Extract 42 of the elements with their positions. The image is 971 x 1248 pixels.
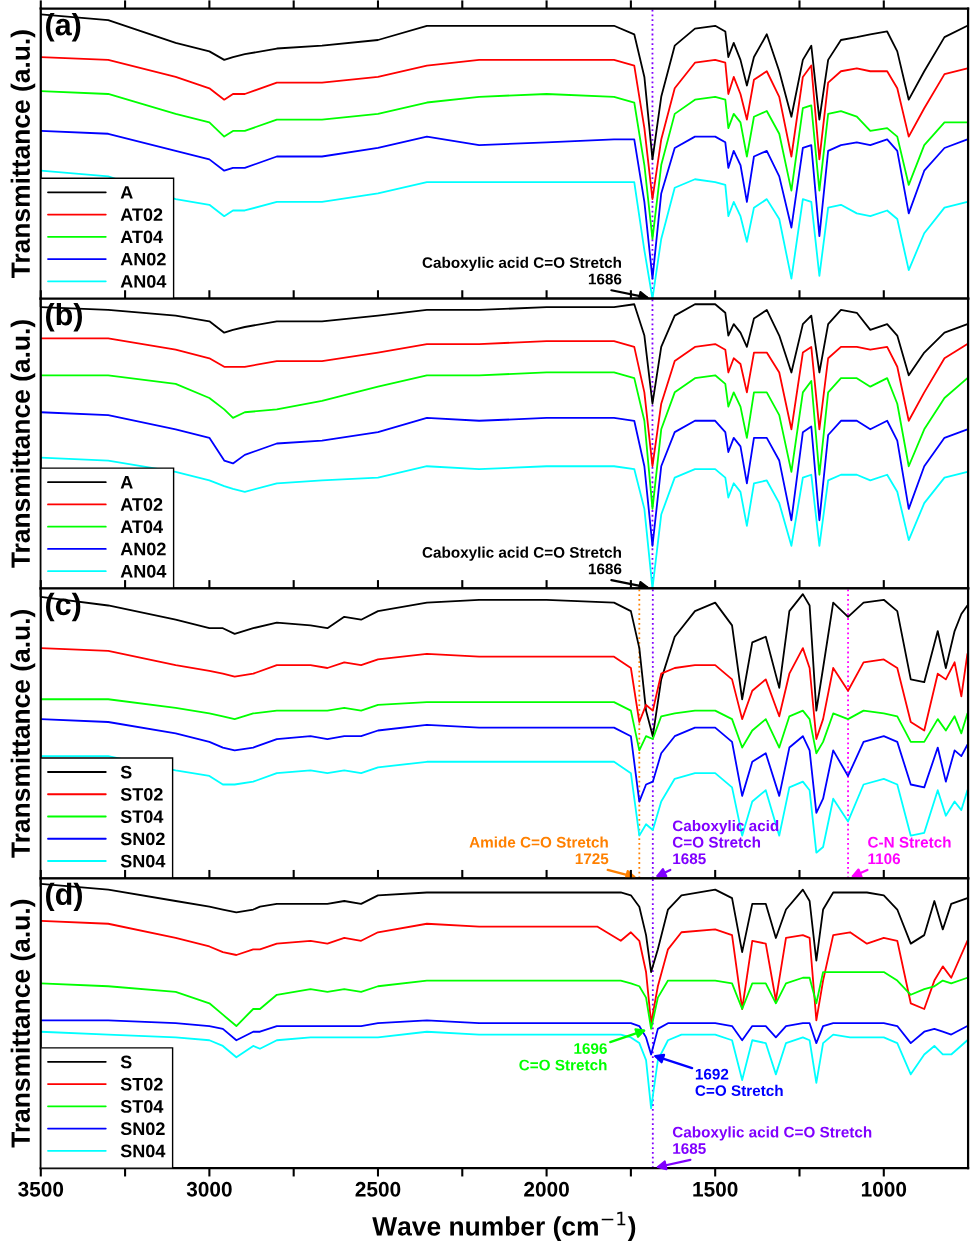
- x-tick-label: 3500: [18, 1181, 64, 1197]
- y-axis-title: Transmittance (a.u.): [10, 899, 36, 1148]
- x-tick-label: 2500: [355, 1181, 401, 1197]
- chart-title: (b): [46, 302, 82, 332]
- x-tick-label: 2000: [524, 1181, 569, 1197]
- annotation: Amide C=O Stretch 1725: [469, 836, 609, 865]
- legend-label: AN04: [120, 564, 167, 578]
- x-tick-label: 3000: [186, 1181, 232, 1197]
- chart-title: (a): [46, 13, 81, 42]
- legend-label: AN02: [120, 252, 166, 266]
- legend-label: ST04: [120, 810, 164, 823]
- annotation: C-N Stretch 1106: [868, 836, 951, 865]
- legend-label: SN02: [120, 832, 165, 846]
- legend-label: AT02: [120, 498, 163, 511]
- legend-label: ST02: [120, 787, 163, 801]
- legend-label: ST02: [120, 1077, 163, 1091]
- legend-label: A: [120, 476, 133, 489]
- annotation: Caboxylic acid C=O Stretch 1686: [422, 256, 622, 285]
- legend-label: AT02: [120, 208, 163, 222]
- legend-label: AT04: [120, 230, 163, 244]
- legend-label: AN02: [120, 542, 166, 556]
- legend-label: A: [120, 186, 133, 199]
- annotation: Caboxylic acid C=O Stretch 1686: [422, 546, 622, 575]
- legend-label: ST04: [120, 1100, 164, 1113]
- x-axis-title: Wave number (cm$^{−1}$): [372, 1211, 636, 1241]
- chart-title: (d): [46, 882, 82, 912]
- y-axis-title: Transmittance (a.u.): [10, 610, 36, 858]
- legend-label: AT04: [120, 520, 163, 534]
- chart-title: (c): [46, 592, 81, 622]
- legend-label: S: [120, 1055, 132, 1069]
- x-tick-label: 1000: [861, 1181, 907, 1197]
- legend-label: SN02: [120, 1122, 165, 1136]
- legend-label: S: [120, 765, 132, 779]
- legend-label: SN04: [120, 1144, 166, 1158]
- x-tick-label: 1500: [693, 1181, 738, 1197]
- y-axis-title: Transmittance (a.u.): [10, 320, 36, 568]
- legend-label: SN04: [120, 854, 166, 868]
- y-axis-title: Transmittance (a.u.): [10, 30, 36, 278]
- legend-label: AN04: [120, 275, 167, 288]
- annotation: 1692 C=O Stretch: [695, 1068, 783, 1097]
- annotation: Caboxylic acid C=O Stretch 1685: [672, 1126, 872, 1154]
- annotation: 1696 C=O Stretch: [519, 1043, 607, 1071]
